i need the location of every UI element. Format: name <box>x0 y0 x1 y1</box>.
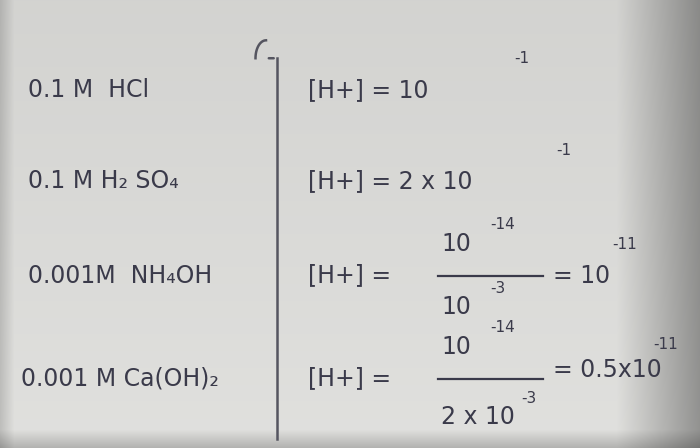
Text: 2 x 10: 2 x 10 <box>441 405 515 429</box>
Text: 10: 10 <box>441 335 471 359</box>
Text: [H+] = 2 x 10: [H+] = 2 x 10 <box>308 169 472 194</box>
Text: -1: -1 <box>514 51 530 66</box>
Text: 0.001M  NH₄OH: 0.001M NH₄OH <box>28 263 212 288</box>
Text: = 10: = 10 <box>553 263 610 288</box>
Text: -3: -3 <box>490 281 505 297</box>
Text: 10: 10 <box>441 295 471 319</box>
Text: = 0.5x10: = 0.5x10 <box>553 358 662 382</box>
Text: [H+] =: [H+] = <box>308 263 391 288</box>
Text: 10: 10 <box>441 232 471 256</box>
Text: 0.1 M H₂ SO₄: 0.1 M H₂ SO₄ <box>28 169 178 194</box>
Text: [H+] = 10: [H+] = 10 <box>308 78 428 102</box>
Text: 0.1 M  HCl: 0.1 M HCl <box>28 78 149 102</box>
Text: -14: -14 <box>490 216 514 232</box>
Text: -1: -1 <box>556 142 572 158</box>
Text: -14: -14 <box>490 319 514 335</box>
Text: [H+] =: [H+] = <box>308 366 391 391</box>
Text: -11: -11 <box>653 337 678 353</box>
Text: -11: -11 <box>612 237 637 252</box>
Text: 0.001 M Ca(OH)₂: 0.001 M Ca(OH)₂ <box>21 366 219 391</box>
Text: -3: -3 <box>522 391 537 406</box>
